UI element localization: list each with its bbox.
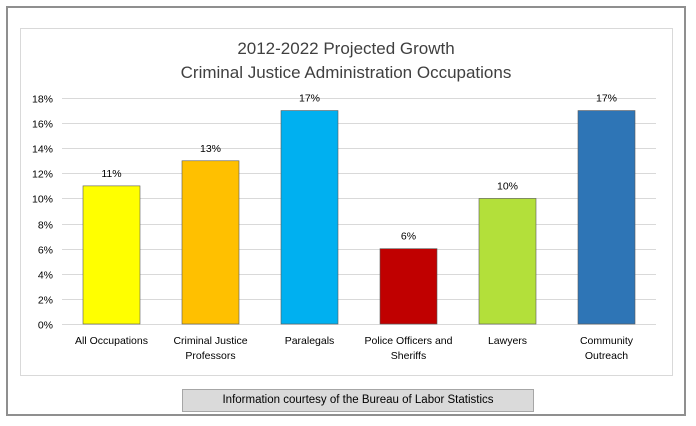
x-tick-label: All Occupations xyxy=(75,335,148,347)
data-label: 10% xyxy=(497,180,518,192)
data-label: 17% xyxy=(596,93,617,105)
bar xyxy=(379,248,438,325)
bars xyxy=(82,110,636,325)
data-label: 11% xyxy=(101,168,121,180)
bar xyxy=(82,185,141,325)
data-labels: 11% 13% 17% 6% 10% 17% xyxy=(101,93,617,243)
x-tick-label: Sheriffs xyxy=(391,350,426,362)
bar xyxy=(181,160,240,325)
x-tick-label: Professors xyxy=(185,350,235,362)
x-tick-label: Outreach xyxy=(585,350,628,362)
y-tick-label: 14% xyxy=(32,144,53,156)
y-tick-label: 0% xyxy=(38,320,53,332)
y-tick-label: 16% xyxy=(32,119,53,131)
data-label: 17% xyxy=(299,93,320,105)
x-tick-label: Police Officers and xyxy=(365,335,453,347)
source-note: Information courtesy of the Bureau of La… xyxy=(182,389,534,412)
y-tick-label: 18% xyxy=(32,94,53,106)
chart-subtitle: Criminal Justice Administration Occupati… xyxy=(181,63,512,82)
y-tick-label: 10% xyxy=(32,194,53,206)
y-tick-label: 2% xyxy=(38,295,53,307)
y-axis: 0% 2% 4% 6% 8% 10% 12% 14% 16% 18% xyxy=(32,94,53,332)
data-label: 13% xyxy=(200,143,221,155)
bar xyxy=(478,198,537,325)
data-label: 6% xyxy=(401,231,416,243)
x-tick-label: Lawyers xyxy=(488,335,527,347)
bar xyxy=(577,110,636,325)
gridlines xyxy=(62,98,656,325)
y-tick-label: 8% xyxy=(38,220,53,232)
x-tick-label: Paralegals xyxy=(285,335,335,347)
x-axis: All Occupations Criminal Justice Professor… xyxy=(75,335,634,362)
bar xyxy=(280,110,339,325)
chart-title: 2012-2022 Projected Growth xyxy=(237,39,454,58)
y-tick-label: 6% xyxy=(38,245,53,257)
x-tick-label: Community xyxy=(580,335,634,347)
x-tick-label: Criminal Justice xyxy=(173,335,247,347)
y-tick-label: 12% xyxy=(32,169,53,181)
y-tick-label: 4% xyxy=(38,270,53,282)
